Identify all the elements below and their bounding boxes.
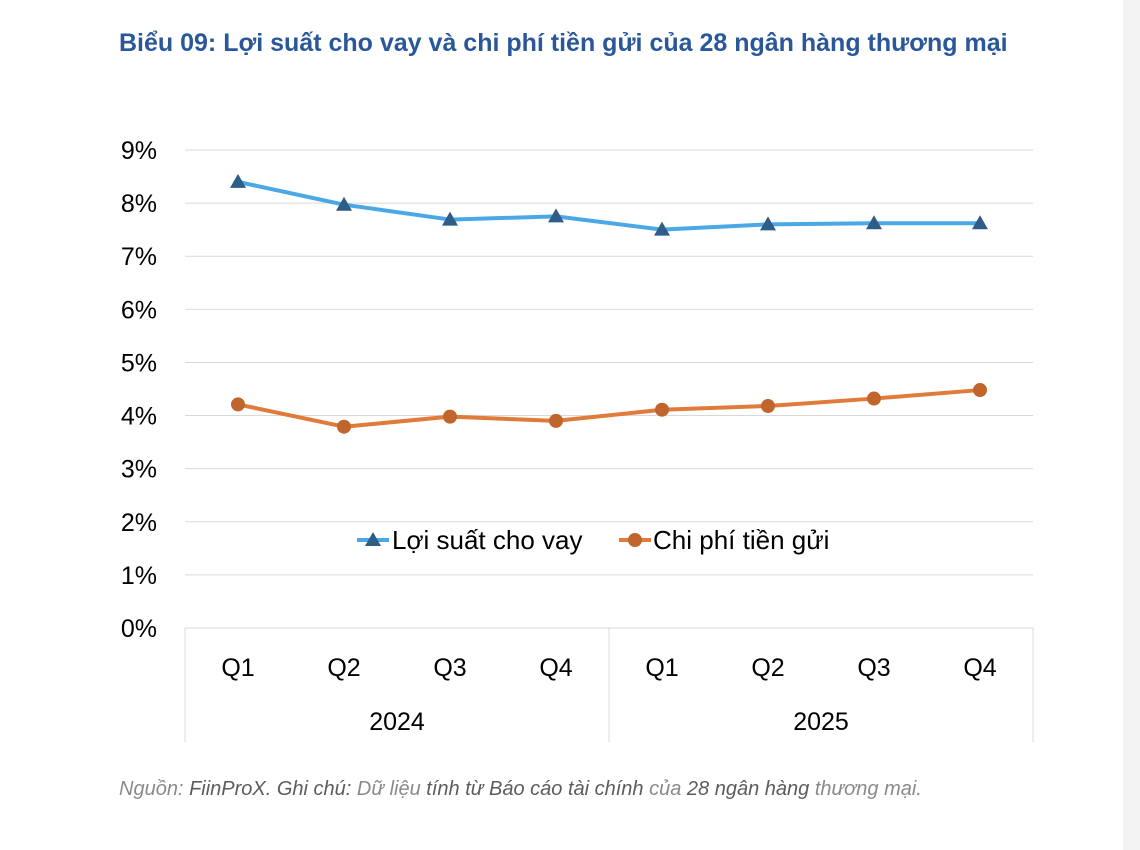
right-margin-strip [1123, 0, 1140, 850]
series-point-1 [336, 196, 352, 211]
x-tick-label: Q4 [963, 654, 996, 682]
y-tick-label: 3% [121, 456, 157, 484]
x-axis: 2024 2025 Q1 Q2 Q3 Q4 Q1 Q2 Q3 Q4 [184, 628, 1034, 742]
series-point-2 [337, 419, 351, 434]
series-point-1 [866, 215, 882, 230]
y-axis-ticks: 0% 1% 2% 3% 4% 5% 6% 7% 8% 9% [121, 137, 157, 643]
series-point-1 [654, 221, 670, 236]
y-tick-label: 7% [121, 243, 157, 271]
y-tick-label: 6% [121, 296, 157, 324]
legend-marker-1 [365, 532, 381, 546]
x-tick-label: Q3 [857, 654, 890, 682]
x-tick-label: Q1 [221, 654, 254, 682]
source-text-6: thương mại. [814, 778, 922, 800]
y-tick-label: 4% [121, 403, 157, 431]
y-tick-label: 0% [121, 615, 157, 643]
x-tick-label: Q2 [751, 654, 784, 682]
series-point-2 [443, 409, 457, 424]
series-point-1 [972, 215, 988, 230]
series-point-2 [231, 397, 245, 412]
legend-label-2: Chi phí tiền gửi [653, 525, 829, 555]
series-line-1 [237, 179, 980, 232]
series-point-2 [973, 383, 987, 398]
series-point-2 [655, 402, 669, 417]
line-chart: 0% 1% 2% 3% 4% 5% 6% 7% 8% 9% 2024 2025 Q1 Q2 Q3 Q4 Q1 Q… [121, 137, 1034, 742]
legend-marker-2 [628, 533, 642, 547]
x-tick-label: Q1 [645, 654, 678, 682]
series-layer [230, 173, 988, 434]
source-note: Nguồn: FiinProX. Ghi chú: Dữ liệu tính t… [119, 778, 922, 801]
series-point-1 [230, 173, 246, 188]
legend: Lợi suất cho vay Chi phí tiền gửi [357, 525, 829, 555]
x-tick-label: Q3 [433, 654, 466, 682]
legend-label-1: Lợi suất cho vay [392, 525, 582, 555]
source-text-1: Dữ liệu [356, 778, 427, 800]
source-text-3: Báo cáo tài chính [489, 778, 650, 800]
x-group-label: 2025 [793, 708, 849, 736]
series-point-1 [548, 208, 564, 223]
y-tick-label: 2% [121, 509, 157, 537]
source-text-2: tính từ [426, 778, 489, 800]
y-tick-label: 1% [121, 562, 157, 590]
x-group-label: 2024 [369, 708, 425, 736]
gridlines [185, 149, 1033, 629]
series-point-1 [442, 211, 458, 226]
chart-title: Biểu 09: Lợi suất cho vay và chi phí tiề… [119, 29, 1008, 57]
x-tick-label: Q4 [539, 654, 572, 682]
source-provider: FiinProX. Ghi chú: [189, 778, 357, 800]
y-tick-label: 9% [121, 137, 157, 165]
source-text-5: 28 ngân hàng [686, 778, 815, 800]
series-point-2 [549, 413, 563, 428]
series-point-2 [761, 398, 775, 413]
series-point-2 [867, 391, 881, 406]
source-label: Nguồn: [119, 778, 190, 800]
y-tick-label: 5% [121, 349, 157, 377]
x-tick-label: Q2 [327, 654, 360, 682]
series-line-2 [237, 388, 981, 429]
y-tick-label: 8% [121, 190, 157, 218]
series-point-1 [760, 216, 776, 231]
source-text-4: của [649, 778, 687, 800]
